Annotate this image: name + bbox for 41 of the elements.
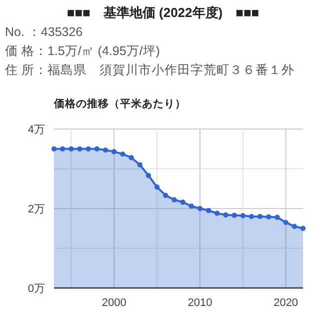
point <box>163 192 168 198</box>
point <box>172 197 177 202</box>
point <box>86 146 91 152</box>
text: No. ：435326 <box>5 25 83 39</box>
point <box>60 146 66 152</box>
point <box>188 204 194 209</box>
point <box>94 146 100 152</box>
point <box>77 146 82 152</box>
point <box>214 210 220 216</box>
point <box>283 220 288 226</box>
y-tick-label: 0万 <box>28 283 45 295</box>
point <box>274 214 280 220</box>
point <box>120 151 126 157</box>
point <box>180 200 186 205</box>
chart-title: ■■■ 基準地価 (2022年度) ■■■ <box>66 5 260 20</box>
point <box>300 226 306 231</box>
point <box>146 172 152 178</box>
point <box>112 149 117 154</box>
point <box>223 212 228 218</box>
point <box>197 206 203 212</box>
point <box>232 212 237 218</box>
chart-subtitle: 価格の推移（平米あたり） <box>53 97 186 110</box>
point <box>240 213 246 218</box>
x-tick-label: 2020 <box>274 297 298 309</box>
text: 住 所：福島県 須賀川市小作田字荒町３６番１外 <box>4 62 294 77</box>
point <box>257 214 263 220</box>
point <box>102 147 108 153</box>
point <box>51 146 57 152</box>
point <box>154 184 160 190</box>
x-tick-label: 2000 <box>102 297 126 309</box>
text: 価 格：1.5万/㎡ (4.95万/坪) <box>5 44 160 58</box>
point <box>128 155 134 160</box>
point <box>206 208 212 214</box>
x-tick-label: 2010 <box>188 297 212 309</box>
point <box>68 146 74 152</box>
point <box>137 162 142 168</box>
point <box>248 214 254 220</box>
y-tick-label: 4万 <box>28 124 45 136</box>
y-tick-label: 2万 <box>28 204 45 216</box>
point <box>266 214 272 220</box>
point <box>292 224 298 229</box>
